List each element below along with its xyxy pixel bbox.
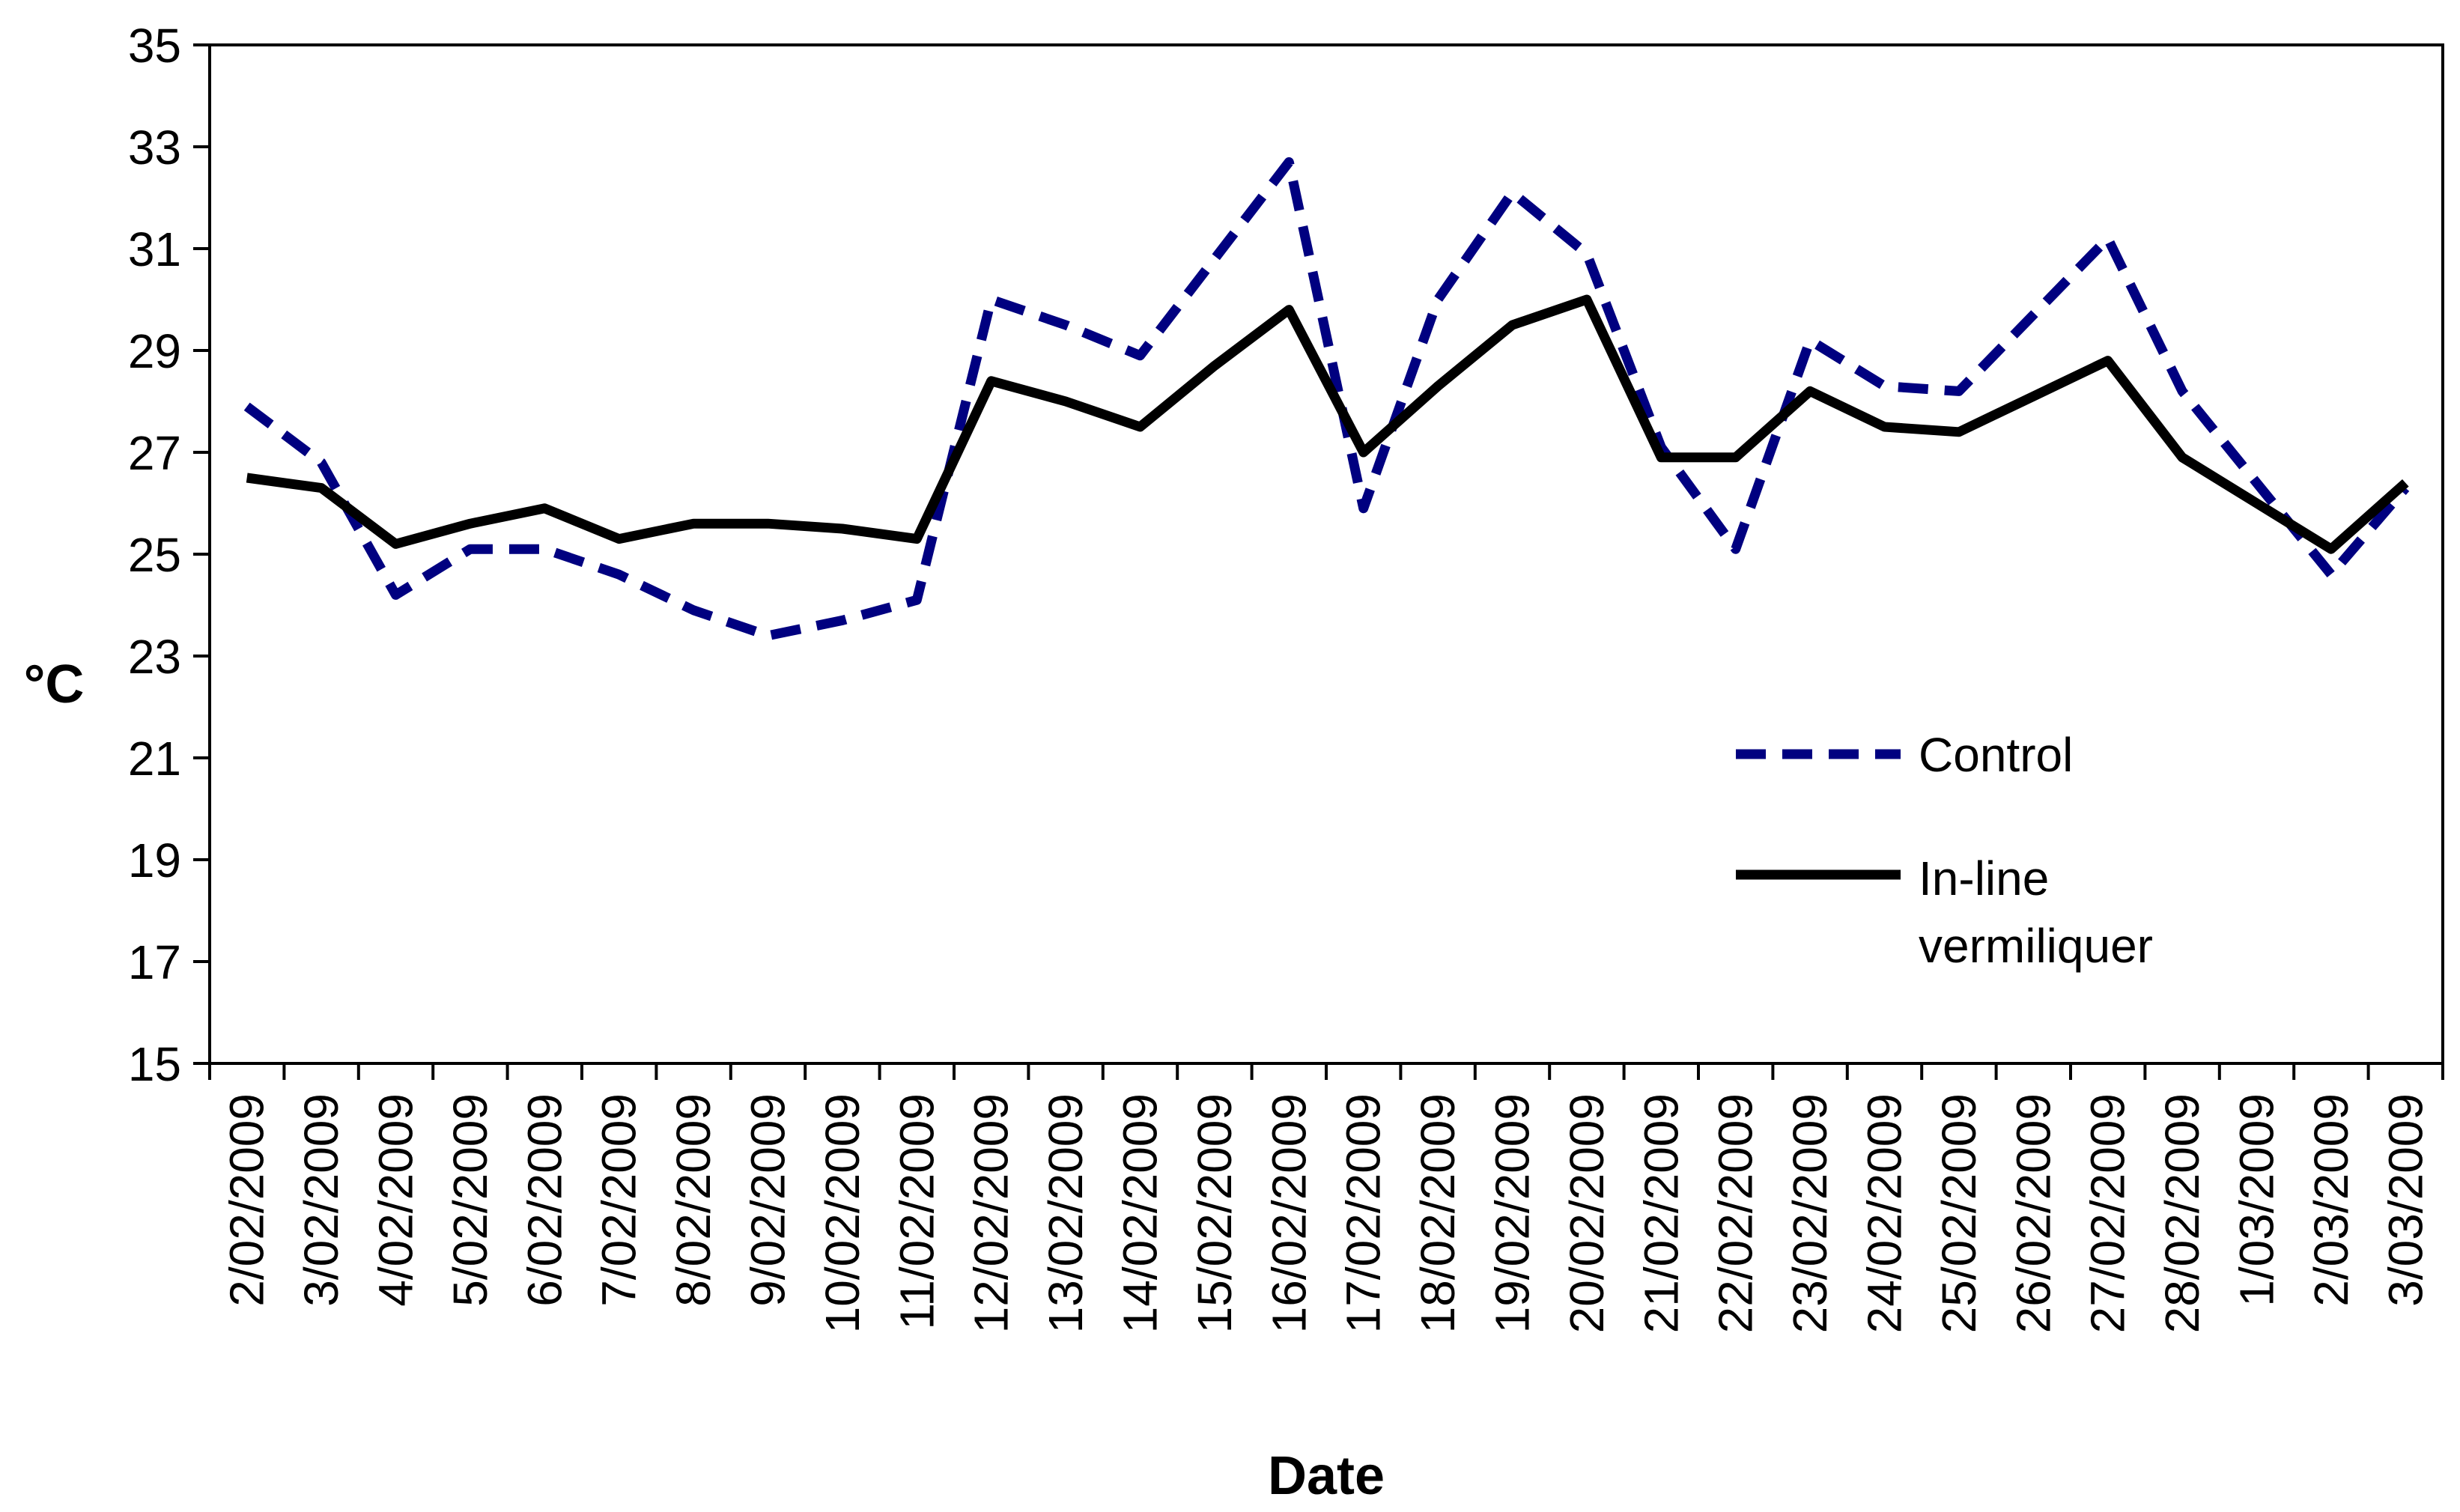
series-layer	[243, 157, 2410, 641]
x-tick-label: 15/02/2009	[1188, 1093, 1242, 1333]
x-tick-label: 19/02/2009	[1486, 1093, 1540, 1333]
x-axis-title: Date	[1268, 1446, 1385, 1506]
y-tick-label: 29	[128, 324, 181, 378]
x-tick-label: 12/02/2009	[965, 1093, 1018, 1333]
x-tick-label: 25/02/2009	[1932, 1093, 1986, 1333]
y-tick-label: 17	[128, 935, 181, 989]
x-tick-label: 10/02/2009	[816, 1093, 869, 1333]
x-tick-label: 21/02/2009	[1634, 1093, 1688, 1333]
x-tick-label: 23/02/2009	[1783, 1093, 1837, 1333]
x-tick-label: 26/02/2009	[2006, 1093, 2060, 1333]
x-tick-label: 3/02/2009	[294, 1093, 348, 1307]
x-tick-label: 17/02/2009	[1337, 1093, 1391, 1333]
legend-label-control: Control	[1919, 728, 2073, 782]
y-tick-label: 21	[128, 732, 181, 786]
x-tick-label: 24/02/2009	[1858, 1093, 1912, 1333]
y-tick-label: 27	[128, 426, 181, 480]
y-tick-label: 31	[128, 222, 181, 276]
legend-label-in-line-vermiliquer-line2: vermiliquer	[1919, 919, 2153, 973]
x-tick-label: 27/02/2009	[2081, 1093, 2135, 1333]
x-tick-label: 6/02/2009	[517, 1093, 571, 1307]
x-tick-label: 8/02/2009	[666, 1093, 720, 1307]
x-tick-label: 28/02/2009	[2155, 1093, 2209, 1333]
x-tick-label: 9/02/2009	[741, 1093, 795, 1307]
x-tick-label: 1/03/2009	[2230, 1093, 2284, 1307]
legend: Control In-line vermiliquer	[1736, 728, 2153, 973]
y-tick-label: 23	[128, 630, 181, 684]
y-axis: 15 17 19 21 23 25 27 29 31 33 35	[128, 19, 210, 1091]
y-tick-label: 33	[128, 121, 181, 174]
x-tick-label: 2/02/2009	[220, 1093, 274, 1307]
legend-label-in-line-vermiliquer-line1: In-line	[1919, 851, 2049, 905]
x-axis: 2/02/2009 3/02/2009 4/02/2009 5/02/2009 6/02…	[208, 1063, 2444, 1333]
x-tick-label: 3/03/2009	[2378, 1093, 2432, 1307]
x-tick-label: 14/02/2009	[1114, 1093, 1167, 1333]
x-tick-label: 18/02/2009	[1411, 1093, 1465, 1333]
x-tick-label: 11/02/2009	[890, 1093, 944, 1330]
x-tick-label: 5/02/2009	[443, 1093, 497, 1307]
y-tick-label: 25	[128, 528, 181, 582]
x-tick-label: 2/03/2009	[2304, 1093, 2358, 1307]
y-tick-label: 15	[128, 1037, 181, 1091]
x-tick-label: 16/02/2009	[1262, 1093, 1316, 1333]
y-axis-title: °C	[24, 655, 85, 714]
y-tick-label: 19	[128, 834, 181, 887]
x-tick-label: 20/02/2009	[1560, 1093, 1614, 1333]
x-tick-label: 22/02/2009	[1709, 1093, 1763, 1333]
x-tick-label: 13/02/2009	[1039, 1093, 1093, 1333]
x-tick-label: 4/02/2009	[369, 1093, 423, 1307]
series-line-in-line-vermiliquer	[246, 294, 2409, 554]
x-tick-label: 7/02/2009	[592, 1093, 646, 1307]
y-tick-label: 35	[128, 19, 181, 73]
series-line-control	[243, 157, 2410, 641]
